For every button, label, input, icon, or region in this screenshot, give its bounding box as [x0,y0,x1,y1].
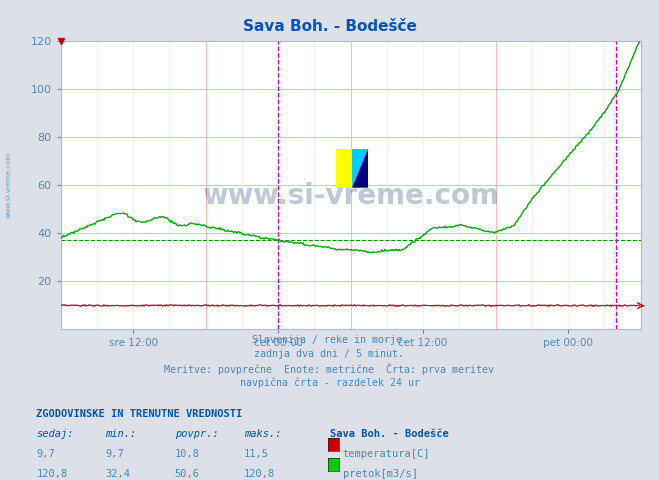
Text: 50,6: 50,6 [175,469,200,480]
Text: min.:: min.: [105,429,136,439]
Text: povpr.:: povpr.: [175,429,218,439]
Text: zadnja dva dni / 5 minut.: zadnja dva dni / 5 minut. [254,349,405,359]
Text: maks.:: maks.: [244,429,281,439]
Text: Sava Boh. - Bodešče: Sava Boh. - Bodešče [243,19,416,34]
Text: www.si-vreme.com: www.si-vreme.com [5,152,12,218]
Text: 11,5: 11,5 [244,449,269,459]
Polygon shape [336,149,352,188]
Text: 9,7: 9,7 [105,449,124,459]
Text: 10,8: 10,8 [175,449,200,459]
Polygon shape [352,149,368,188]
Text: pretok[m3/s]: pretok[m3/s] [343,469,418,480]
Text: sedaj:: sedaj: [36,429,74,439]
Text: 32,4: 32,4 [105,469,130,480]
Text: Meritve: povprečne  Enote: metrične  Črta: prva meritev: Meritve: povprečne Enote: metrične Črta:… [165,363,494,375]
Text: Sava Boh. - Bodešče: Sava Boh. - Bodešče [330,429,448,439]
Text: Slovenija / reke in morje.: Slovenija / reke in morje. [252,335,407,345]
Text: temperatura[C]: temperatura[C] [343,449,430,459]
Text: 9,7: 9,7 [36,449,55,459]
Text: 120,8: 120,8 [36,469,67,480]
Text: navpična črta - razdelek 24 ur: navpična črta - razdelek 24 ur [239,378,420,388]
Text: www.si-vreme.com: www.si-vreme.com [202,182,499,210]
Text: 120,8: 120,8 [244,469,275,480]
Text: ZGODOVINSKE IN TRENUTNE VREDNOSTI: ZGODOVINSKE IN TRENUTNE VREDNOSTI [36,409,243,419]
Polygon shape [352,149,368,188]
